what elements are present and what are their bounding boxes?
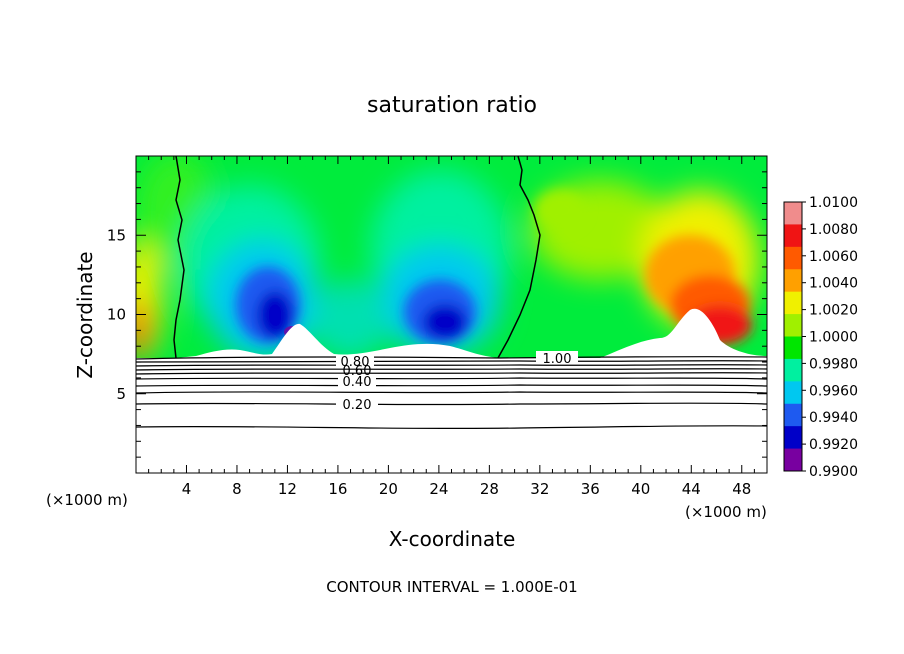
colorbar-segment — [784, 336, 802, 360]
contour-label-040: 0.40 — [343, 375, 372, 390]
x-tick-label: 36 — [581, 480, 600, 498]
colorbar-segment — [784, 269, 802, 293]
x-ticks — [148, 156, 755, 473]
chart-title: saturation ratio — [367, 93, 537, 118]
contour-labels: 0.80 0.60 0.40 0.20 1.00 — [336, 351, 578, 413]
colorbar-segment — [784, 246, 802, 270]
x-tick-label: 28 — [480, 480, 499, 498]
x-tick-labels: 4 8 12 16 20 24 28 32 36 40 44 48 — [182, 480, 752, 498]
colorbar-segment — [784, 314, 802, 337]
colorbar-segment — [784, 224, 802, 248]
x-tick-label: 24 — [429, 480, 448, 498]
x-tick-label: 12 — [278, 480, 297, 498]
y-axis-label: Z-coordinate — [73, 251, 97, 378]
colorbar-level-label: 0.9940 — [809, 410, 858, 426]
contour-interval-note: CONTOUR INTERVAL = 1.000E-01 — [326, 578, 577, 596]
y-tick-labels: 5 10 15 — [107, 226, 126, 403]
saturation-field — [136, 156, 767, 358]
x-tick-label: 4 — [182, 480, 192, 498]
colorbar-labels: 1.0100 1.0080 1.0060 1.0040 1.0020 1.0000 0.99… — [809, 195, 858, 480]
plot-area: 0.80 0.60 0.40 0.20 1.00 — [135, 155, 768, 474]
colorbar-level-label: 1.0100 — [809, 195, 858, 211]
colorbar-level-label: 1.0020 — [809, 303, 858, 319]
x-unit-right: (×1000 m) — [685, 503, 767, 521]
contour-lines — [135, 355, 768, 430]
colorbar-level-label: 1.0080 — [809, 222, 858, 238]
y-ticks — [136, 171, 767, 458]
colorbar-segment — [784, 403, 802, 427]
x-tick-label: 20 — [379, 480, 398, 498]
colorbar-level-label: 0.9920 — [809, 437, 858, 453]
contour-label-100: 1.00 — [543, 352, 572, 367]
x-tick-label: 16 — [328, 480, 347, 498]
y-tick-label: 10 — [107, 306, 126, 324]
colorbar-segment — [784, 358, 802, 382]
colorbar-segment — [784, 381, 802, 405]
y-tick-label: 5 — [116, 385, 126, 403]
colorbar-segment — [784, 202, 802, 225]
colorbar-level-label: 1.0000 — [809, 330, 858, 346]
colorbar-segment — [784, 448, 802, 472]
x-tick-label: 32 — [530, 480, 549, 498]
x-tick-label: 48 — [732, 480, 751, 498]
x-tick-label: 8 — [232, 480, 242, 498]
x-axis-label: X-coordinate — [389, 527, 516, 551]
colorbar-level-label: 0.9980 — [809, 356, 858, 372]
contour-label-080: 0.80 — [341, 355, 370, 370]
colorbar-segment — [784, 291, 802, 315]
colorbar-level-label: 0.9960 — [809, 383, 858, 399]
contour-label-020: 0.20 — [343, 398, 372, 413]
x-tick-label: 44 — [682, 480, 701, 498]
colorbar-level-label: 1.0060 — [809, 249, 858, 265]
y-tick-label: 15 — [107, 226, 126, 244]
x-tick-label: 40 — [631, 480, 650, 498]
contour-label-060: 0.60 — [343, 364, 372, 379]
colorbar — [783, 201, 806, 472]
colorbar-segment — [784, 426, 802, 450]
colorbar-level-label: 1.0040 — [809, 276, 858, 292]
colorbar-level-label: 0.9900 — [809, 464, 858, 480]
x-unit-left: (×1000 m) — [46, 491, 128, 509]
